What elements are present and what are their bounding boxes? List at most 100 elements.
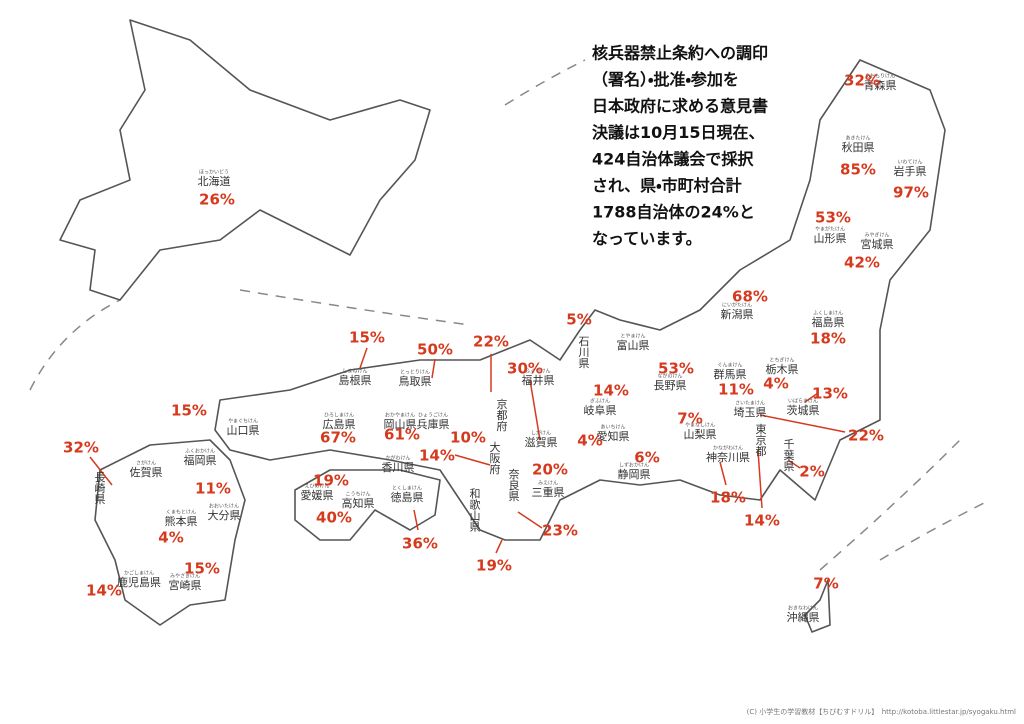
percent-label: 10% [450,429,486,447]
percent-label: 18% [810,330,846,348]
prefecture-reading: さいたまけん [735,400,765,407]
prefecture-reading: やまぐちけん [228,418,258,425]
leader-line [413,509,419,531]
prefecture-reading: みやざきけん [170,573,200,580]
prefecture-name: 群馬県 [714,367,747,381]
leader-line [719,461,727,486]
sea-line [879,499,991,561]
percent-label: 26% [199,191,235,209]
prefecture-name: 佐賀県 [130,465,163,479]
prefecture-reading: ふくおかけん [185,448,215,455]
prefecture-name: 千葉県 [782,438,795,472]
honshu-outline [214,59,946,541]
percent-label: 32% [844,72,880,90]
percent-label: 22% [473,333,509,351]
prefecture-name: 大分県 [208,508,241,522]
leader-line [759,414,846,433]
prefecture-name: 岩手県 [894,164,927,178]
prefecture-reading: おおいたけん [209,503,239,510]
sea-line [29,299,121,391]
prefecture-reading: いわてけん [897,159,922,166]
percent-label: 61% [384,426,420,444]
prefecture-name: 奈良県 [507,467,520,502]
prefecture-reading: かがわけん [385,455,410,462]
prefecture-name: 熊本県 [165,514,198,528]
prefecture-name: 長崎県 [93,471,106,505]
prefecture-reading: あいちけん [600,425,625,431]
prefecture-name: 石川県 [577,336,590,370]
prefecture-name: 大阪府 [488,440,501,475]
prefecture-reading: おかやまけん [385,412,415,419]
percent-label: 4% [577,432,602,450]
prefecture-reading: しまねけん [342,369,367,375]
sea-line [239,289,471,326]
prefecture-reading: ぐんまけん [717,363,742,369]
percent-label: 14% [86,582,122,600]
percent-label: 4% [158,529,183,547]
percent-label: 15% [349,329,385,347]
percent-labels: 26% 32% 85% 97% 53% 42% 68% 18% 5% 22% 30% 14% 53% 11… [63,72,929,600]
prefecture-reading: とっとりけん [400,370,430,376]
prefecture-reading: ほっかいどう [199,169,229,176]
prefecture-name: 滋賀県 [525,436,558,449]
prefecture-name: 高知県 [342,496,375,510]
percent-label: 4% [763,375,788,393]
sea-line [819,439,961,571]
leader-line [431,358,436,379]
message-line: 424自治体議会で採択 [592,150,754,169]
percent-label: 97% [893,184,929,202]
message-line: 核兵器禁止条約への調印 [592,44,768,63]
sea-lines [29,59,991,571]
shikoku-outline [294,469,441,541]
percent-label: 15% [184,560,220,578]
message-line: （署名）・批准・参加を [592,70,739,89]
islands [59,19,946,633]
prefecture-name: 北海道 [198,174,231,188]
message-line: 1788自治体の24%と [592,203,755,222]
percent-label: 14% [744,512,780,530]
prefecture-reading: しずおかけん [619,462,649,469]
prefecture-name: 青森県 [864,78,897,92]
percent-label: 6% [634,449,659,467]
percent-label: 23% [542,522,578,540]
percent-label: 13% [812,385,848,403]
percent-label: 32% [63,439,99,457]
prefecture-name: 神奈川県 [706,450,750,464]
percent-label: 85% [840,161,876,179]
prefecture-name: 愛知県 [597,429,630,443]
okinawa-outline [804,579,831,633]
prefecture-name: 三重県 [532,485,565,499]
message-line: なっています。 [592,229,702,248]
leader-line [787,459,801,469]
leader-line [89,456,113,486]
prefecture-name: 沖縄県 [787,611,820,624]
prefecture-name: 福島県 [812,315,845,329]
message: 核兵器禁止条約への調印 （署名）・批准・参加を日本政府に求める意見書決議は10月1… [592,44,768,249]
percent-label: 42% [844,254,880,272]
prefecture-name: 新潟県 [721,308,754,321]
prefecture-name: 静岡県 [618,467,651,481]
prefecture-reading: ながのけん [657,373,682,380]
percent-label: 2% [799,463,824,481]
percent-label: 11% [718,381,754,399]
percent-label: 53% [815,209,851,227]
percent-label: 14% [593,382,629,400]
prefecture-name: 兵庫県 [417,417,450,431]
prefecture-name: 茨城県 [787,404,820,417]
leader-lines [89,347,846,554]
percent-label: 19% [476,557,512,575]
leader-line [495,539,503,554]
prefecture-reading: えひめけん [304,484,329,490]
message-line: 決議は10月15日現在、 [592,123,765,142]
prefecture-name: 埼玉県 [734,405,767,419]
prefecture-name: 長野県 [654,379,687,392]
leader-line [804,392,819,403]
prefecture-name: 岐阜県 [584,404,617,417]
leader-line [529,379,541,441]
prefecture-name: 福井県 [522,373,555,387]
prefecture-name: 山形県 [814,232,847,245]
prefecture-reading: とちぎけん [769,357,794,364]
percent-label: 36% [402,535,438,553]
